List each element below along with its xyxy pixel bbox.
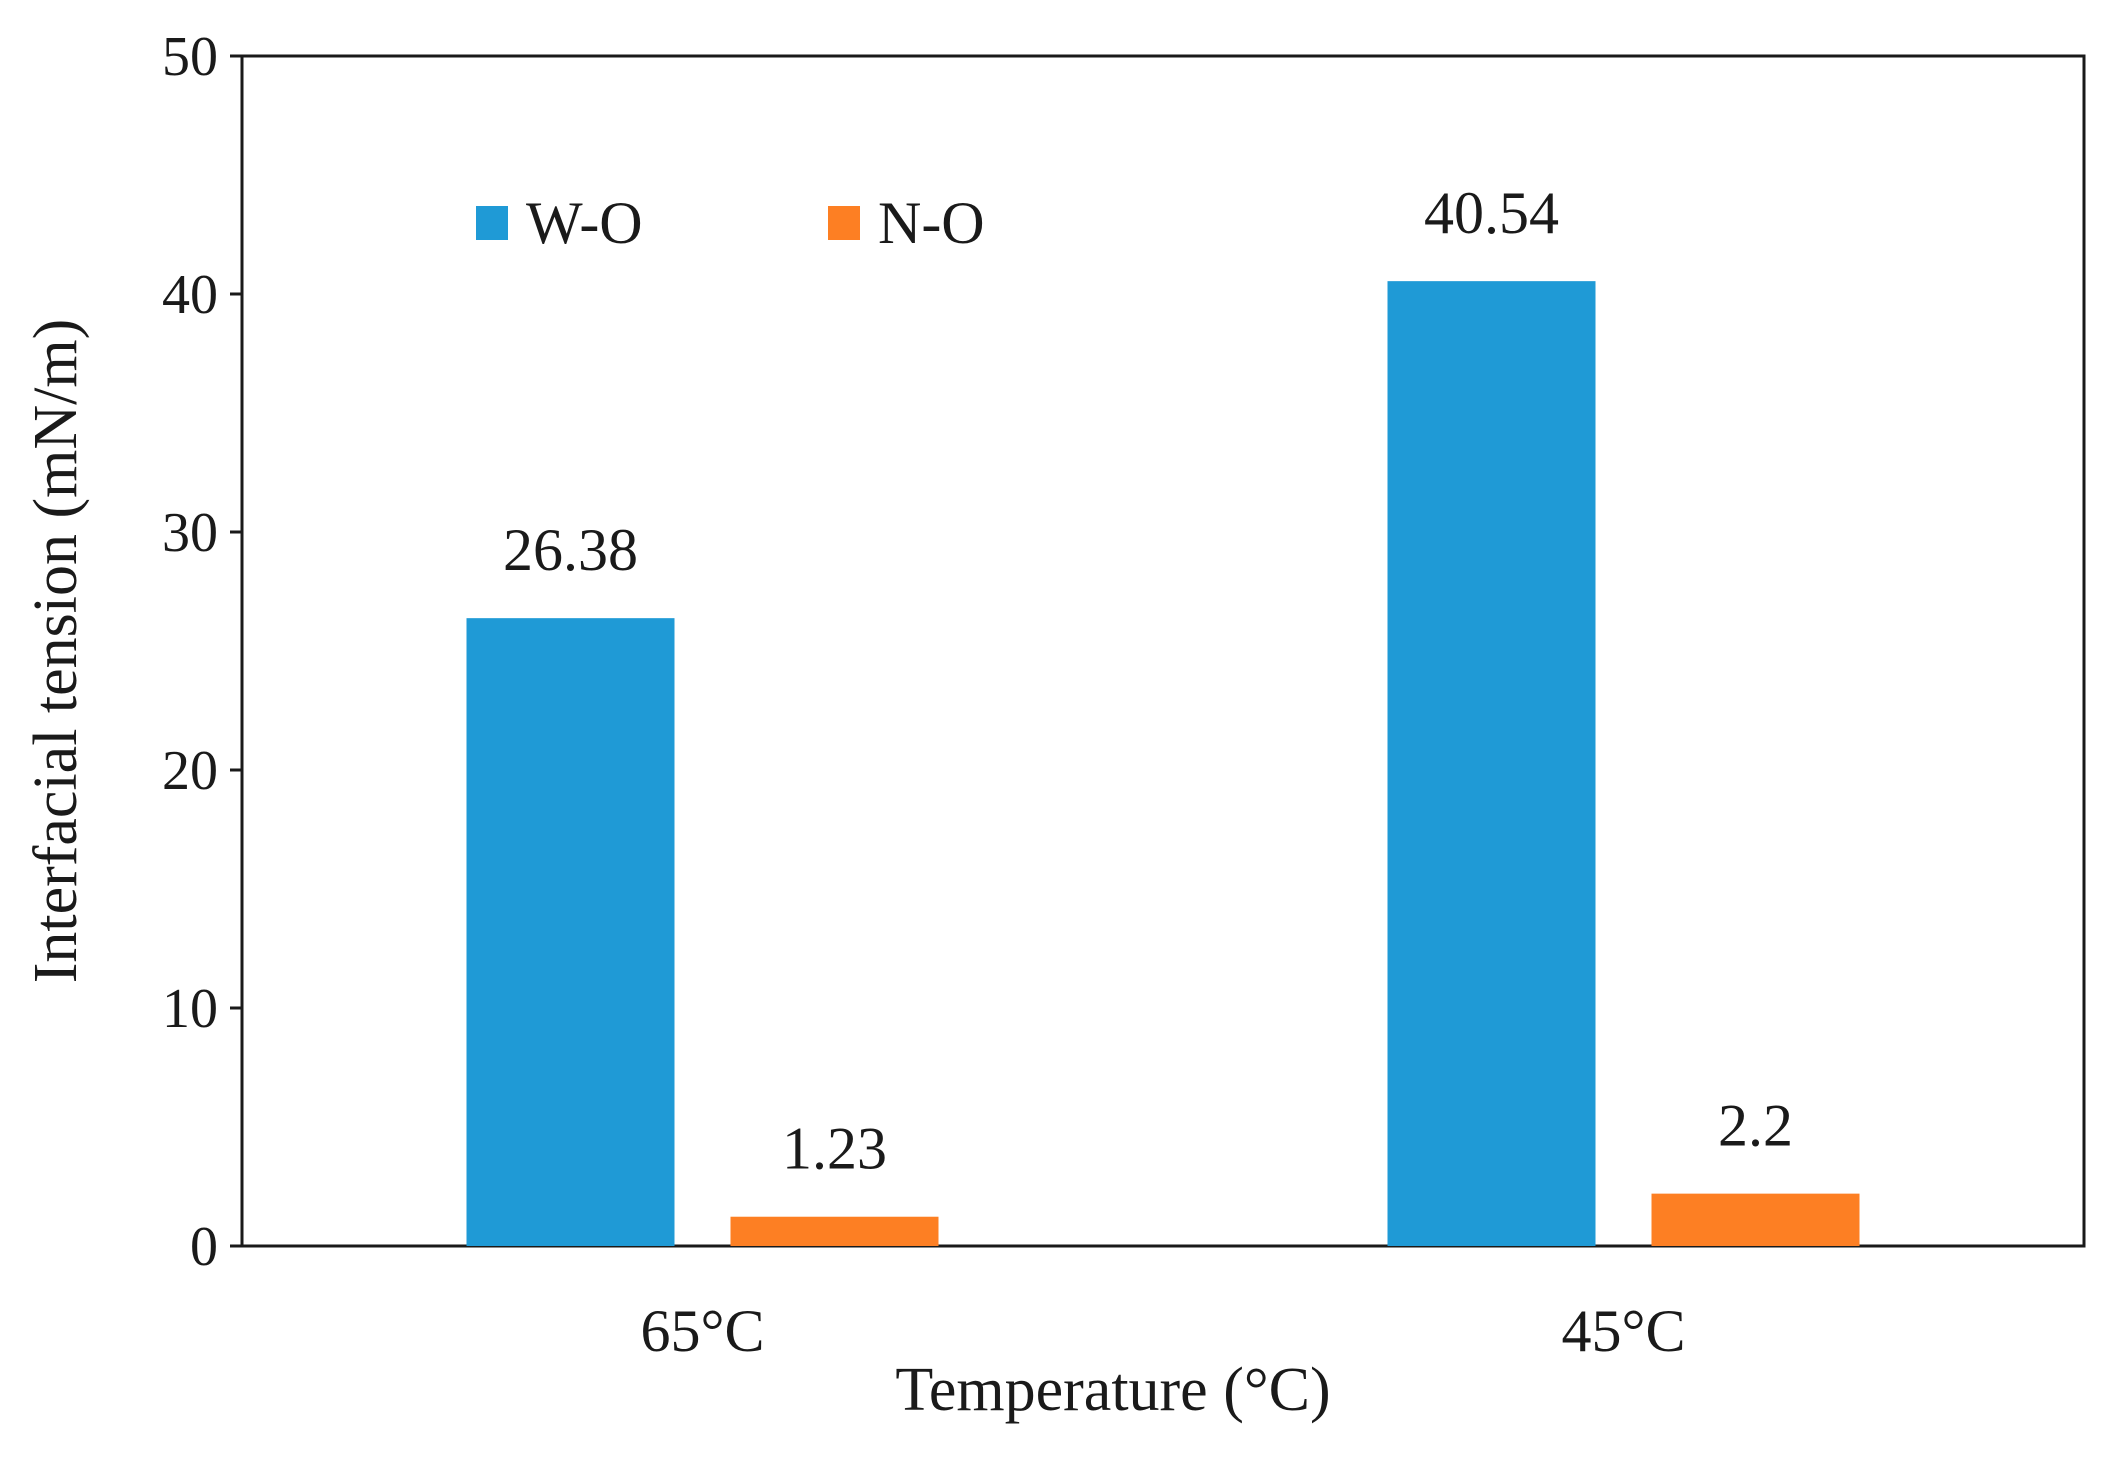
data-label: 1.23 — [782, 1116, 887, 1182]
bar-w-o — [1387, 281, 1596, 1246]
data-label: 2.2 — [1718, 1093, 1793, 1159]
y-axis: 0 10 20 30 40 50 — [162, 26, 242, 1278]
y-tick-label: 20 — [162, 740, 218, 802]
x-axis-title: Temperature (°C) — [895, 1356, 1330, 1424]
x-axis: 65°C 45°C — [640, 1298, 1685, 1364]
bar-w-o — [466, 618, 675, 1246]
y-tick-label: 10 — [162, 978, 218, 1040]
plot-frame — [240, 54, 2086, 1248]
y-tick-label: 40 — [162, 264, 218, 326]
legend: W-O N-O — [476, 190, 985, 256]
y-axis-title: Interfacial tension (mN/m) — [22, 319, 90, 984]
bars — [466, 281, 1860, 1246]
y-tick-label: 0 — [190, 1216, 218, 1278]
legend-label: N-O — [878, 190, 985, 256]
data-label: 26.38 — [503, 517, 638, 583]
bar-n-o — [1651, 1193, 1860, 1246]
legend-swatch-n-o — [828, 206, 860, 240]
y-tick-label: 50 — [162, 26, 218, 88]
data-labels: 26.38 1.23 40.54 2.2 — [503, 180, 1793, 1182]
data-label: 40.54 — [1424, 180, 1559, 246]
bar-n-o — [730, 1216, 939, 1246]
legend-swatch-w-o — [476, 206, 508, 240]
x-tick-label: 45°C — [1561, 1298, 1685, 1364]
x-tick-label: 65°C — [640, 1298, 764, 1364]
legend-label: W-O — [526, 190, 643, 256]
y-tick-label: 30 — [162, 502, 218, 564]
